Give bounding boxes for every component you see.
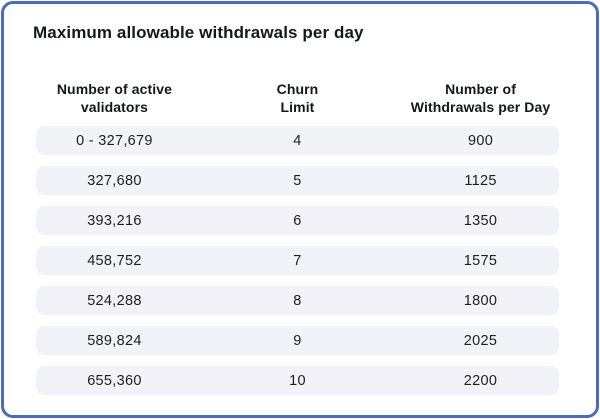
cell-validators: 458,752 [87, 252, 142, 269]
cell-withdrawals: 900 [467, 132, 494, 149]
cell-validators: 393,216 [87, 212, 142, 229]
cell-withdrawals: 1800 [463, 292, 498, 309]
cell-withdrawals: 2200 [463, 372, 498, 389]
column-header-churn-limit: Churn Limit [193, 80, 402, 116]
column-header-withdrawals-line2: Withdrawals per Day [410, 99, 551, 115]
cell-validators: 589,824 [87, 332, 142, 349]
cell-churn-limit: 7 [293, 252, 302, 269]
table-row: 524,288 8 1800 [36, 286, 559, 315]
table-body: 0 - 327,679 4 900 327,680 5 1125 393,216… [36, 126, 559, 406]
column-header-validators-line2: validators [80, 99, 149, 115]
cell-churn-limit: 4 [293, 132, 302, 149]
column-header-validators-line1: Number of active [56, 81, 173, 97]
table-header-row: Number of active validators Churn Limit … [36, 80, 559, 116]
cell-churn-limit: 5 [293, 172, 302, 189]
cell-withdrawals: 1125 [464, 172, 497, 189]
cell-churn-limit: 8 [293, 292, 302, 309]
column-header-withdrawals-line1: Number of [445, 81, 516, 97]
table-row: 327,680 5 1125 [36, 166, 559, 195]
column-header-withdrawals: Number of Withdrawals per Day [402, 80, 559, 116]
cell-validators: 0 - 327,679 [76, 132, 153, 149]
card-title: Maximum allowable withdrawals per day [33, 23, 364, 42]
table-row: 458,752 7 1575 [36, 246, 559, 275]
cell-validators: 524,288 [87, 292, 142, 309]
cell-churn-limit: 10 [289, 372, 306, 389]
cell-validators: 327,680 [87, 172, 142, 189]
cell-withdrawals: 1350 [463, 212, 498, 229]
cell-validators: 655,360 [87, 372, 142, 389]
cell-withdrawals: 2025 [463, 332, 498, 349]
cell-withdrawals: 1575 [463, 252, 498, 269]
table-row: 393,216 6 1350 [36, 206, 559, 235]
column-header-validators: Number of active validators [36, 80, 193, 116]
cell-churn-limit: 6 [293, 212, 302, 229]
table-row: 589,824 9 2025 [36, 326, 559, 355]
table-row: 655,360 10 2200 [36, 366, 559, 395]
column-header-churn-limit-line2: Limit [280, 99, 315, 115]
column-header-churn-limit-line1: Churn [276, 81, 319, 97]
table-row: 0 - 327,679 4 900 [36, 126, 559, 155]
cell-churn-limit: 9 [293, 332, 302, 349]
